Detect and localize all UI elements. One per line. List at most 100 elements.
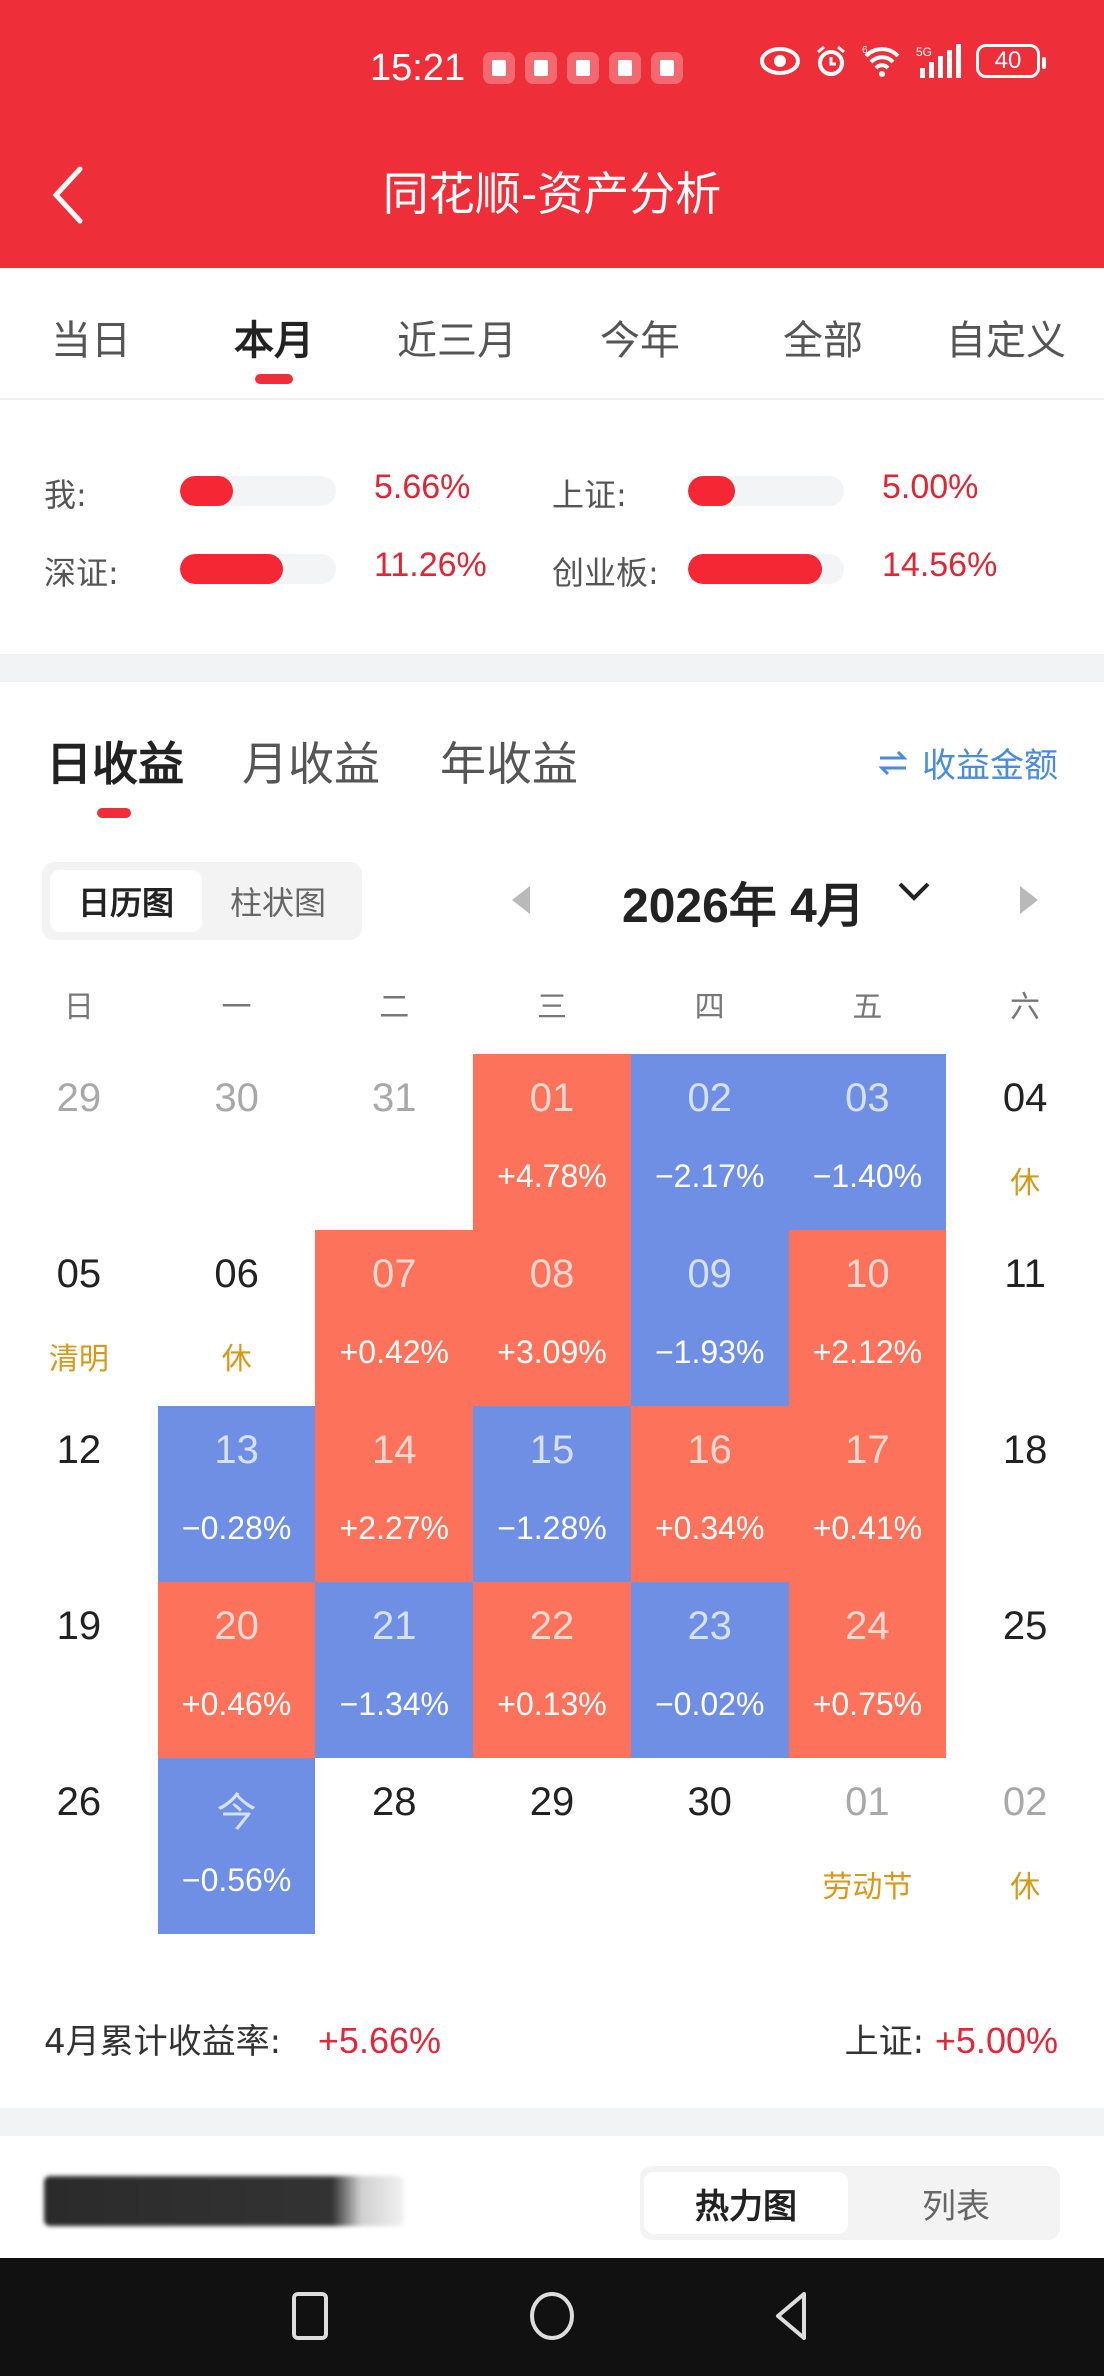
day-number: 12 bbox=[56, 1428, 102, 1472]
calendar-day-cell[interactable]: 24 +0.75% bbox=[788, 1582, 947, 1758]
bar-chart-view-button[interactable]: 柱状图 bbox=[229, 884, 326, 922]
calendar-day-cell[interactable]: 30 bbox=[158, 1054, 316, 1230]
day-number: 22 bbox=[529, 1604, 575, 1648]
circle-icon[interactable] bbox=[522, 2286, 582, 2346]
calendar-day-cell[interactable]: 21 −1.34% bbox=[315, 1582, 474, 1758]
blurred-section-title bbox=[44, 2176, 404, 2226]
day-return: −0.02% bbox=[654, 1686, 765, 1722]
calendar-day-cell[interactable]: 01 +4.78% bbox=[473, 1054, 631, 1230]
tab-all[interactable]: 全部 bbox=[783, 318, 863, 364]
weekday-label: 二 bbox=[379, 990, 410, 1025]
triangle-back-icon[interactable] bbox=[762, 2286, 822, 2346]
day-return: +2.27% bbox=[339, 1510, 449, 1546]
day-return: +3.09% bbox=[497, 1334, 607, 1370]
calendar-day-cell[interactable]: 13 −0.28% bbox=[157, 1406, 316, 1582]
alarm-icon bbox=[817, 45, 845, 76]
compare-label-szse: 深证: bbox=[44, 554, 119, 592]
day-return: +2.12% bbox=[812, 1334, 923, 1370]
day-number: 15 bbox=[529, 1428, 575, 1472]
notification-icon bbox=[651, 52, 684, 84]
day-number: 06 bbox=[214, 1252, 259, 1296]
header-bar: 15:21 6 5G 40 同花顺-资产分析 bbox=[0, 0, 1104, 268]
day-number: 01 bbox=[529, 1076, 575, 1120]
day-number: 09 bbox=[687, 1252, 732, 1296]
status-time: 15:21 bbox=[370, 46, 466, 89]
summary-label: 4月累计收益率: bbox=[44, 2022, 282, 2062]
chevron-down-icon[interactable] bbox=[896, 876, 932, 906]
calendar-day-cell[interactable]: 17 +0.41% bbox=[788, 1406, 947, 1582]
day-number: 03 bbox=[845, 1076, 890, 1120]
system-nav-bar bbox=[0, 2258, 1104, 2376]
calendar-day-cell[interactable]: 30 bbox=[631, 1758, 789, 1934]
calendar-day-cell[interactable]: 20 +0.46% bbox=[157, 1582, 316, 1758]
calendar-day-cell[interactable]: 26 bbox=[0, 1758, 158, 1934]
calendar-day-cell[interactable]: 10 +2.12% bbox=[788, 1230, 947, 1406]
holiday-label: 休 bbox=[221, 1342, 252, 1377]
calendar-day-cell[interactable]: 22 +0.13% bbox=[473, 1582, 631, 1758]
tab-last-three-months[interactable]: 近三月 bbox=[397, 318, 517, 364]
compare-value-szse: 11.26% bbox=[374, 546, 487, 584]
day-number: 19 bbox=[56, 1604, 102, 1648]
calendar-day-cell[interactable]: 14 +2.27% bbox=[315, 1406, 474, 1582]
calendar-day-cell[interactable]: 06 休 bbox=[158, 1230, 316, 1406]
calendar-day-cell[interactable]: 11 bbox=[946, 1230, 1104, 1406]
calendar-day-cell[interactable]: 18 bbox=[946, 1406, 1104, 1582]
tab-this-month[interactable]: 本月 bbox=[234, 318, 314, 364]
tab-custom[interactable]: 自定义 bbox=[946, 318, 1066, 364]
day-number: 28 bbox=[372, 1780, 417, 1824]
heatmap-view-button[interactable]: 热力图 bbox=[644, 2172, 848, 2234]
section-divider bbox=[0, 654, 1104, 682]
period-tabs: 当日 本月 近三月 今年 全部 自定义 bbox=[0, 268, 1104, 400]
calendar-day-cell[interactable]: 03 −1.40% bbox=[788, 1054, 947, 1230]
calendar-day-cell[interactable]: 29 bbox=[473, 1758, 631, 1934]
calendar-day-cell[interactable]: 07 +0.42% bbox=[315, 1230, 474, 1406]
switch-to-amount-button[interactable]: 收益金额 bbox=[878, 738, 1058, 787]
day-number: 26 bbox=[56, 1780, 102, 1824]
svg-text:6: 6 bbox=[862, 45, 868, 56]
switch-link-label: 收益金额 bbox=[922, 746, 1058, 786]
calendar-view-button[interactable]: 日历图 bbox=[50, 870, 202, 932]
day-return: −1.34% bbox=[339, 1686, 449, 1722]
day-return: −1.93% bbox=[654, 1334, 765, 1370]
day-return: +0.13% bbox=[497, 1686, 607, 1722]
calendar-day-cell[interactable]: 25 bbox=[946, 1582, 1104, 1758]
day-number: 02 bbox=[1002, 1780, 1048, 1824]
status-bar: 15:21 bbox=[370, 40, 684, 96]
tab-yearly-return[interactable]: 年收益 bbox=[440, 737, 578, 791]
calendar-day-cell[interactable]: 31 bbox=[315, 1054, 473, 1230]
tab-today[interactable]: 当日 bbox=[51, 318, 131, 364]
compare-fill-sse bbox=[688, 476, 735, 506]
day-number: 今 bbox=[216, 1791, 257, 1835]
calendar-day-cell[interactable]: 12 bbox=[0, 1406, 158, 1582]
tab-daily-return[interactable]: 日收益 bbox=[46, 737, 184, 791]
calendar-day-cell[interactable]: 今 −0.56% bbox=[157, 1758, 316, 1934]
calendar-day-cell[interactable]: 29 bbox=[0, 1054, 158, 1230]
tab-this-year[interactable]: 今年 bbox=[600, 318, 680, 364]
calendar-day-cell[interactable]: 19 bbox=[0, 1582, 158, 1758]
page-title: 同花顺-资产分析 bbox=[382, 167, 722, 221]
calendar-day-cell[interactable]: 15 −1.28% bbox=[473, 1406, 631, 1582]
chevron-left-icon[interactable] bbox=[48, 165, 88, 225]
day-number: 05 bbox=[56, 1252, 102, 1296]
calendar-day-cell[interactable]: 23 −0.02% bbox=[630, 1582, 789, 1758]
compare-bar-chinext bbox=[688, 554, 844, 584]
svg-text:5G: 5G bbox=[916, 45, 932, 59]
prev-month-icon[interactable] bbox=[512, 886, 530, 914]
calendar-day-cell[interactable]: 05 清明 bbox=[0, 1230, 158, 1406]
calendar-day-cell[interactable]: 08 +3.09% bbox=[473, 1230, 631, 1406]
calendar-day-cell[interactable]: 01 劳动节 bbox=[789, 1758, 947, 1934]
calendar-day-cell[interactable]: 16 +0.34% bbox=[630, 1406, 789, 1582]
day-return: +0.42% bbox=[339, 1334, 449, 1370]
calendar-day-cell[interactable]: 09 −1.93% bbox=[630, 1230, 789, 1406]
square-icon[interactable] bbox=[280, 2286, 340, 2346]
calendar-day-cell[interactable]: 02 −2.17% bbox=[630, 1054, 789, 1230]
next-month-icon[interactable] bbox=[1020, 886, 1038, 914]
tab-monthly-return[interactable]: 月收益 bbox=[242, 737, 380, 791]
weekday-label: 六 bbox=[1010, 990, 1041, 1025]
calendar-day-cell[interactable]: 04 休 bbox=[946, 1054, 1104, 1230]
calendar-day-cell[interactable]: 28 bbox=[315, 1758, 473, 1934]
month-selector[interactable]: 2026年 4月 bbox=[622, 880, 865, 933]
calendar-day-cell[interactable]: 02 休 bbox=[946, 1758, 1104, 1934]
notification-icon bbox=[567, 52, 600, 84]
list-view-button[interactable]: 列表 bbox=[922, 2186, 990, 2227]
